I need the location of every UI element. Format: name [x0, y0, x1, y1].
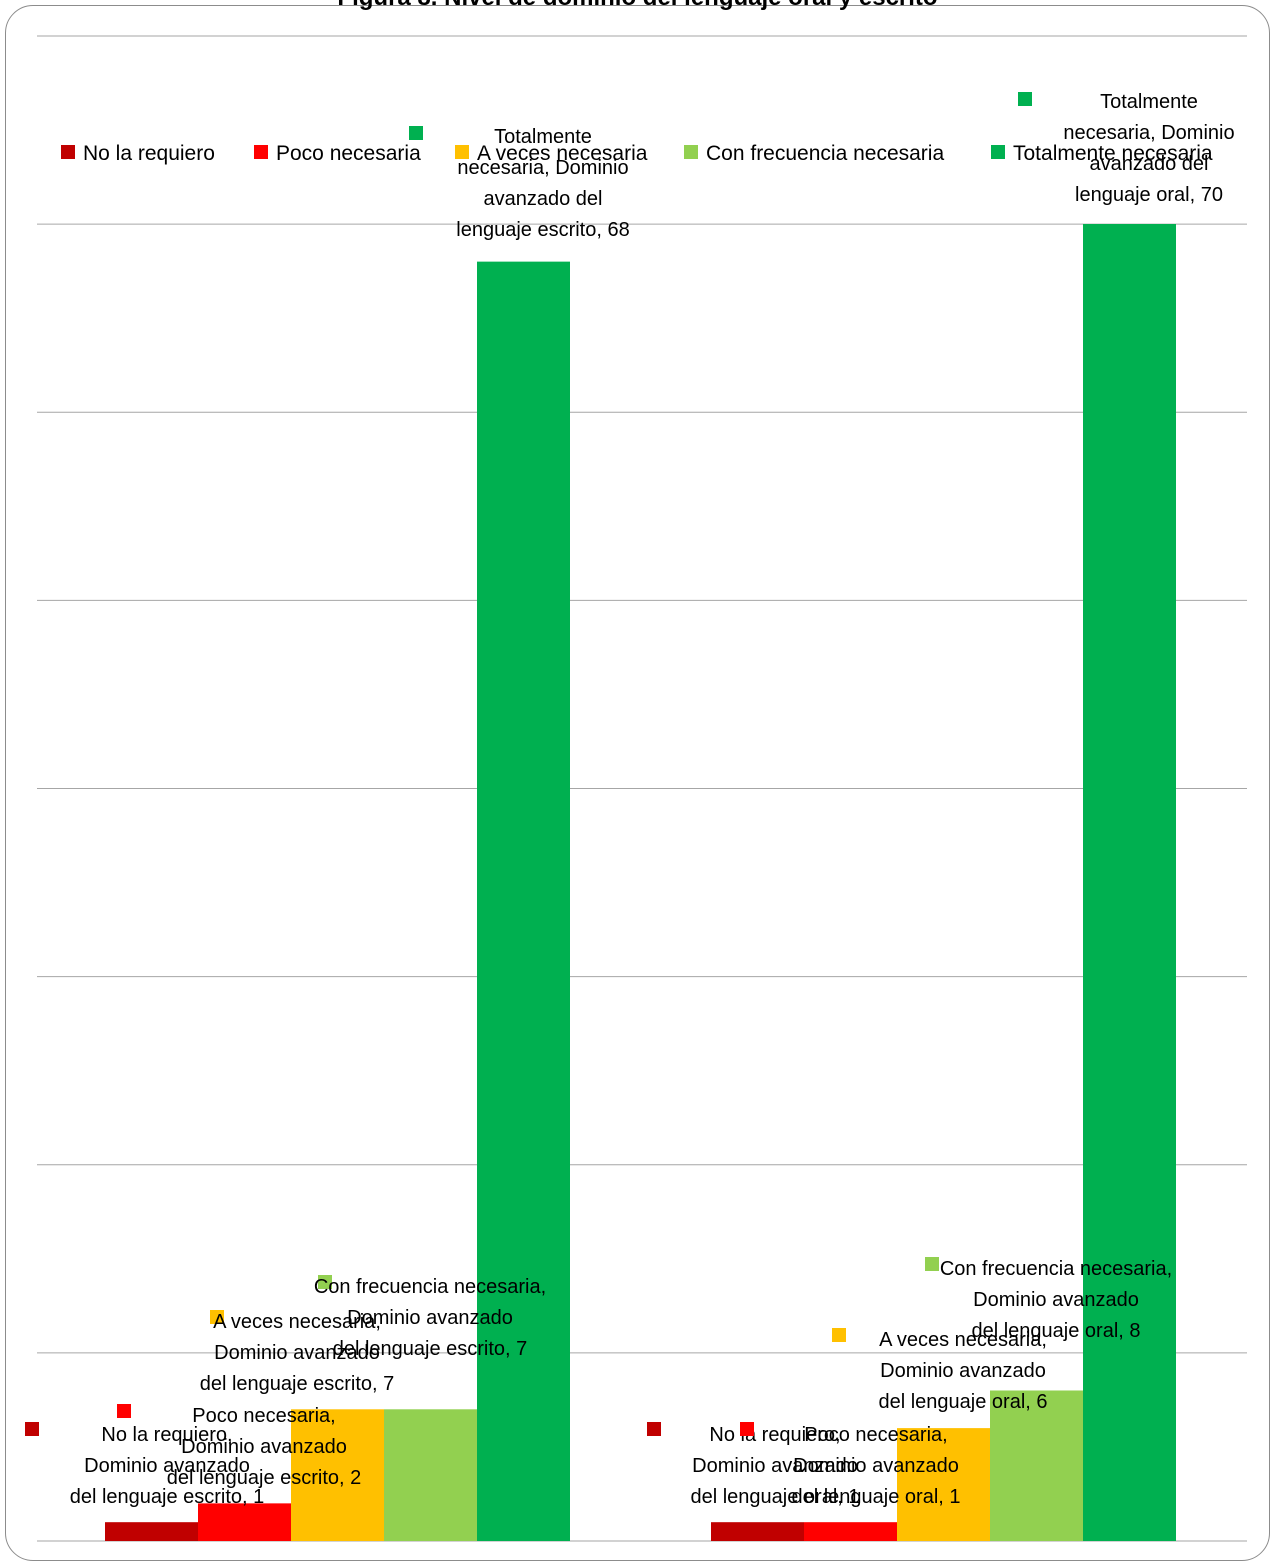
data-label-text: No la requiero, Dominio avanzado del lengu… [70, 1424, 265, 1508]
bar-totalmente-necesaria-oral [1083, 224, 1176, 1541]
data-label-text: Totalmente necesaria, Dominio avanzado del… [1063, 91, 1234, 206]
data-label-marker [925, 1257, 939, 1271]
data-label-text: A veces necesaria, Dominio avanzado del le… [200, 1311, 395, 1395]
legend-label: Poco necesaria [276, 142, 421, 165]
data-label-marker [318, 1275, 332, 1289]
bar-poco-necesaria-escrito [198, 1503, 291, 1541]
data-label-marker [647, 1422, 661, 1436]
legend-swatch [455, 145, 469, 159]
data-label-text: Poco necesaria, Dominio avanzado del lengu… [167, 1405, 362, 1489]
data-label-marker [740, 1422, 754, 1436]
bar-a-veces-necesaria-escrito [291, 1409, 384, 1541]
data-label-con-frecuencia-necesaria-oral: Con frecuencia necesaria, Dominio avanzad… [925, 1257, 1172, 1342]
data-label-totalmente-necesaria-escrito: Totalmente necesaria, Dominio avanzado del… [409, 126, 630, 241]
data-label-a-veces-necesaria-escrito: A veces necesaria, Dominio avanzado del le… [200, 1310, 395, 1395]
bar-totalmente-necesaria-escrito [477, 261, 570, 1542]
data-label-marker [25, 1422, 39, 1436]
data-label-marker [117, 1404, 131, 1418]
bar-no-la-requiero-oral [711, 1522, 804, 1541]
data-label-a-veces-necesaria-oral: A veces necesaria, Dominio avanzado del le… [832, 1328, 1048, 1413]
data-label-text: Poco necesaria, Dominio avanzado del lengu… [791, 1424, 960, 1508]
legend-label: A veces necesaria [477, 142, 648, 165]
bar-con-frecuencia-necesaria-escrito [384, 1409, 477, 1541]
bar-no-la-requiero-escrito [105, 1522, 198, 1541]
data-label-marker [832, 1328, 846, 1342]
legend-swatch [684, 145, 698, 159]
legend-item-poco-necesaria: Poco necesaria [254, 142, 421, 165]
data-label-text: Totalmente necesaria, Dominio avanzado del… [456, 126, 629, 241]
bar-poco-necesaria-oral [804, 1522, 897, 1541]
chart-frame [5, 5, 1270, 1561]
bars [105, 224, 1176, 1542]
data-label-totalmente-necesaria-oral: Totalmente necesaria, Dominio avanzado del… [1018, 91, 1235, 206]
data-label-no-la-requiero-escrito: No la requiero, Dominio avanzado del lengu… [25, 1422, 264, 1508]
legend-label: Totalmente necesaria [1013, 142, 1213, 165]
data-label-marker [1018, 92, 1032, 106]
legend-swatch [991, 145, 1005, 159]
bar-con-frecuencia-necesaria-oral [990, 1390, 1083, 1541]
legend-item-con-frecuencia-necesaria: Con frecuencia necesaria [684, 142, 944, 165]
legend-item-a-veces-necesaria: A veces necesaria [455, 142, 648, 165]
chart-title: Figura 8. Nivel de dominio del lenguaje … [0, 0, 1275, 12]
data-label-text: A veces necesaria, Dominio avanzado del le… [878, 1329, 1047, 1413]
data-label-con-frecuencia-necesaria-escrito: Con frecuencia necesaria, Dominio avanzad… [314, 1275, 546, 1360]
data-label-marker [409, 126, 423, 140]
legend-label: No la requiero [83, 142, 215, 165]
legend-label: Con frecuencia necesaria [706, 142, 944, 165]
data-label-poco-necesaria-escrito: Poco necesaria, Dominio avanzado del lengu… [117, 1404, 361, 1489]
data-label-marker [210, 1310, 224, 1324]
legend-swatch [254, 145, 268, 159]
legend: No la requiero Poco necesaria A veces nece… [61, 142, 1213, 165]
legend-item-no-la-requiero: No la requiero [61, 142, 215, 165]
data-label-text: Con frecuencia necesaria, Dominio avanzad… [314, 1276, 546, 1360]
data-labels: No la requiero, Dominio avanzado del lengu… [25, 91, 1235, 1508]
legend-item-totalmente-necesaria: Totalmente necesaria [991, 142, 1213, 165]
data-label-poco-necesaria-oral: Poco necesaria, Dominio avanzado del lengu… [740, 1422, 961, 1508]
legend-swatch [61, 145, 75, 159]
bar-a-veces-necesaria-oral [897, 1428, 990, 1541]
data-label-text: Con frecuencia necesaria, Dominio avanzad… [940, 1258, 1172, 1342]
